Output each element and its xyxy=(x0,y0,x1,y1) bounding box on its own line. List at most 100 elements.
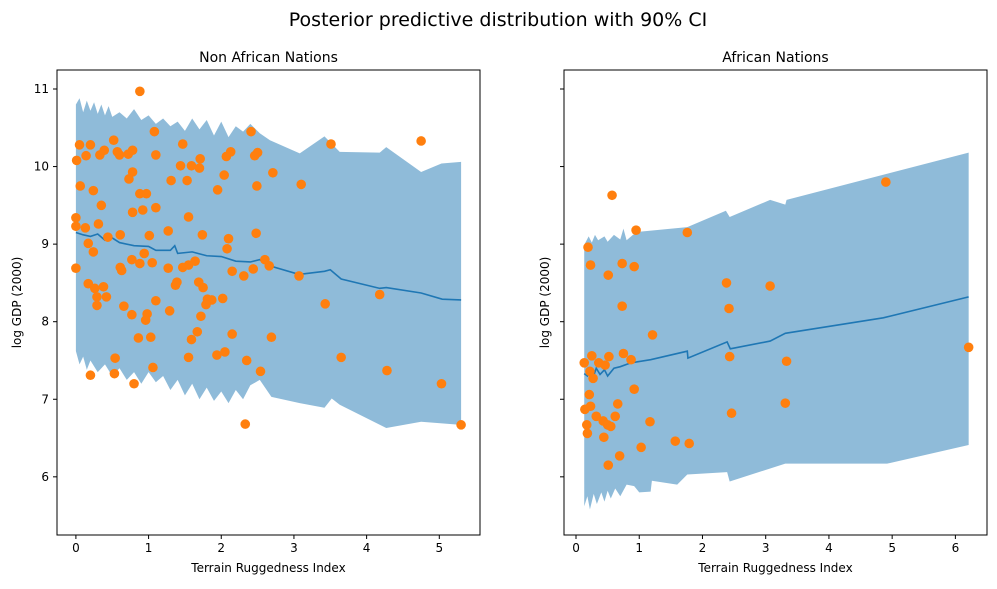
data-point xyxy=(96,200,107,211)
data-point xyxy=(103,232,113,242)
y-tick-label: 9 xyxy=(41,237,49,251)
data-point xyxy=(92,300,102,311)
data-point xyxy=(626,354,636,365)
data-point xyxy=(151,295,161,306)
data-point xyxy=(166,175,176,186)
data-point xyxy=(456,420,466,430)
data-point xyxy=(320,299,330,309)
data-point xyxy=(436,378,447,389)
data-point xyxy=(109,368,120,379)
data-point xyxy=(614,451,625,461)
data-point xyxy=(89,283,100,294)
data-point xyxy=(115,230,126,240)
data-point xyxy=(645,416,655,427)
data-point xyxy=(135,86,145,97)
data-point xyxy=(145,332,156,343)
data-point xyxy=(133,333,144,343)
data-point xyxy=(137,205,148,215)
data-point xyxy=(151,202,161,213)
data-point xyxy=(591,411,602,422)
data-point xyxy=(198,282,208,293)
y-tick-label: 8 xyxy=(41,315,49,329)
data-point xyxy=(175,160,186,171)
data-point xyxy=(605,421,616,432)
data-point xyxy=(582,428,593,439)
data-point xyxy=(268,167,278,178)
data-point xyxy=(326,139,336,149)
x-tick-label: 6 xyxy=(952,541,960,555)
data-point xyxy=(246,126,256,137)
data-point xyxy=(724,303,734,314)
data-point xyxy=(93,219,104,229)
data-point xyxy=(726,408,737,419)
data-point xyxy=(92,292,102,302)
data-point xyxy=(88,247,99,257)
data-point xyxy=(227,329,237,339)
data-point xyxy=(163,226,174,236)
ci-band xyxy=(584,152,969,510)
data-point xyxy=(255,366,266,377)
data-point xyxy=(190,256,200,266)
axes-frame xyxy=(563,69,988,536)
data-point xyxy=(610,411,621,422)
data-point xyxy=(172,277,182,287)
data-point xyxy=(647,330,658,340)
panel-african: African Nations Terrain Ruggedness Index… xyxy=(538,50,988,575)
data-point xyxy=(603,460,614,470)
data-point xyxy=(374,289,385,300)
data-point xyxy=(163,263,174,273)
figure-title: Posterior predictive distribution with 9… xyxy=(289,9,707,31)
data-point xyxy=(251,228,261,239)
data-point xyxy=(101,292,112,302)
data-point xyxy=(963,342,974,353)
data-point xyxy=(183,212,194,222)
data-point xyxy=(116,265,127,276)
x-tick-label: 1 xyxy=(145,541,153,555)
y-tick-label: 7 xyxy=(41,392,49,406)
panel-title: African Nations xyxy=(722,50,828,66)
data-point xyxy=(587,351,597,361)
data-point xyxy=(617,258,627,269)
data-point xyxy=(127,254,137,265)
x-tick-label: 4 xyxy=(825,541,833,555)
data-point xyxy=(127,207,138,218)
data-point xyxy=(629,384,639,394)
x-axis-label: Terrain Ruggedness Index xyxy=(697,561,852,575)
y-axis-label: log GDP (2000) xyxy=(538,257,552,349)
data-point xyxy=(71,263,81,273)
x-tick-label: 4 xyxy=(363,541,371,555)
data-point xyxy=(140,315,151,325)
panel-title: Non African Nations xyxy=(199,50,338,66)
data-point xyxy=(71,221,81,232)
data-point xyxy=(581,420,592,430)
data-point xyxy=(124,174,134,184)
data-point xyxy=(241,355,252,366)
data-point xyxy=(238,271,249,281)
data-point xyxy=(585,260,596,270)
data-point xyxy=(182,175,192,186)
data-point xyxy=(223,233,234,244)
axes-frame xyxy=(56,69,481,536)
data-point xyxy=(252,147,263,158)
data-point xyxy=(151,150,161,160)
data-point xyxy=(382,365,392,376)
data-point xyxy=(164,306,175,316)
data-point xyxy=(227,266,237,277)
data-point xyxy=(196,311,206,322)
data-point xyxy=(83,238,94,249)
x-tick-label: 5 xyxy=(435,541,443,555)
data-point xyxy=(248,264,259,274)
data-point xyxy=(296,179,307,190)
data-point xyxy=(682,227,693,238)
data-point xyxy=(144,230,155,241)
data-point xyxy=(108,135,119,145)
x-tick-label: 0 xyxy=(72,541,80,555)
x-tick-label: 0 xyxy=(572,541,580,555)
data-point xyxy=(99,145,110,156)
data-point xyxy=(141,188,152,199)
panel-non-african: Non African Nations Terrain Ruggedness I… xyxy=(10,50,481,575)
data-point xyxy=(336,352,346,363)
x-tick-label: 1 xyxy=(635,541,643,555)
data-point xyxy=(85,370,96,381)
data-point xyxy=(220,347,230,357)
